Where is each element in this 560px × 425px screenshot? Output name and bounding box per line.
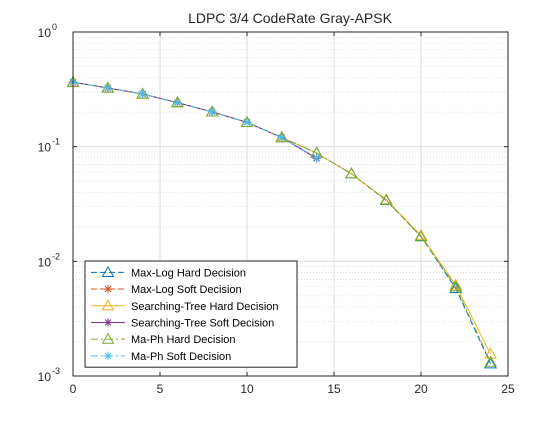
legend-item[interactable]: Max-Log Soft Decision	[91, 284, 242, 296]
legend-label: Max-Log Soft Decision	[131, 284, 242, 296]
data-point-triangle-marker	[484, 347, 497, 359]
y-tick-label: 10	[38, 26, 52, 40]
legend-label: Ma-Ph Hard Decision	[131, 334, 236, 346]
data-point-asterisk-marker	[312, 153, 321, 162]
data-point-asterisk-marker	[138, 89, 147, 99]
x-tick-label: 15	[327, 382, 341, 396]
data-point-triangle-marker	[484, 355, 497, 367]
legend-triangle-marker	[101, 332, 115, 344]
y-tick-exponent: -1	[52, 137, 60, 147]
y-tick-exponent: -2	[52, 251, 60, 261]
data-point-asterisk-marker	[173, 98, 182, 107]
asterisk-stroke	[104, 84, 112, 92]
legend-item[interactable]: Searching-Tree Hard Decision	[91, 299, 279, 313]
y-tick-label: 10	[38, 370, 52, 384]
axes-box	[72, 31, 509, 377]
legend-item[interactable]: Searching-Tree Soft Decision	[91, 317, 274, 329]
data-point-triangle-marker	[345, 167, 358, 179]
legend-label: Ma-Ph Soft Decision	[131, 351, 231, 363]
data-point-triangle-marker	[484, 357, 497, 369]
x-tick-label: 5	[157, 382, 164, 396]
series-6	[68, 77, 321, 162]
x-tick-label: 0	[70, 382, 77, 396]
asterisk-stroke	[139, 90, 146, 98]
legend-triangle-marker	[101, 265, 115, 277]
legend-label: Searching-Tree Hard Decision	[131, 301, 279, 313]
asterisk-stroke	[104, 285, 112, 293]
legend-label: Max-Log Hard Decision	[131, 267, 246, 279]
chart-title: LDPC 3/4 CodeRate Gray-APSK	[188, 10, 393, 26]
asterisk-stroke	[243, 119, 251, 126]
y-tick-exponent: -3	[52, 366, 60, 376]
legend-box	[84, 260, 298, 368]
y-tick-label: 10	[38, 255, 52, 269]
asterisk-stroke	[104, 319, 112, 326]
asterisk-stroke	[278, 134, 286, 141]
y-tick-exponent: 0	[52, 22, 57, 32]
data-point-asterisk-marker	[242, 118, 252, 127]
data-point-triangle-marker	[379, 193, 393, 205]
legend-item[interactable]: Ma-Ph Hard Decision	[91, 332, 236, 347]
legend-asterisk-marker	[103, 284, 113, 294]
legend-asterisk-marker	[103, 318, 113, 327]
data-point-asterisk-marker	[277, 133, 286, 142]
x-tick-label: 20	[414, 382, 428, 396]
legend-label: Searching-Tree Soft Decision	[131, 317, 274, 329]
asterisk-stroke	[174, 99, 181, 106]
data-point-asterisk-marker	[208, 107, 217, 117]
data-point-asterisk-marker	[103, 83, 112, 93]
asterisk-stroke	[208, 108, 216, 116]
x-tick-label: 25	[501, 382, 515, 396]
data-point-triangle-marker	[414, 228, 428, 241]
legend[interactable]: Max-Log Hard Decision Max-Log Soft Decisi…	[84, 260, 298, 368]
series-4	[68, 77, 321, 163]
legend-triangle-marker	[101, 299, 115, 311]
data-point-triangle-marker	[449, 281, 463, 294]
data-point-triangle-marker	[414, 230, 428, 242]
x-tick-label: 10	[240, 382, 254, 396]
data-point-triangle-marker	[449, 278, 463, 290]
series-layer	[66, 75, 497, 369]
y-tick-label: 10	[38, 141, 52, 155]
data-point-triangle-marker	[449, 280, 463, 292]
asterisk-stroke	[313, 154, 320, 162]
series-2	[68, 77, 321, 162]
legend-item[interactable]: Max-Log Hard Decision	[91, 265, 246, 280]
asterisk-stroke	[104, 352, 112, 360]
legend-asterisk-marker	[103, 351, 113, 361]
legend-item[interactable]: Ma-Ph Soft Decision	[91, 351, 231, 363]
series-line	[72, 81, 317, 159]
